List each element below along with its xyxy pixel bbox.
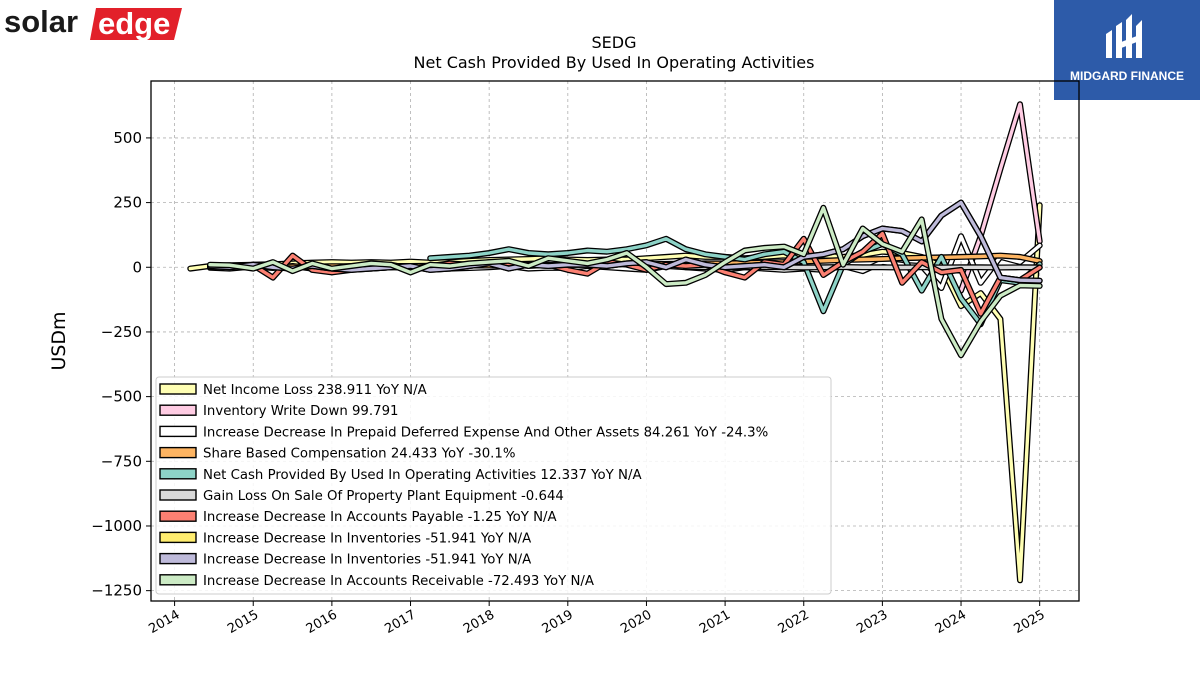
legend-label: Increase Decrease In Inventories -51.941… xyxy=(203,553,531,568)
midgard-logo-mark-icon xyxy=(1106,14,1142,58)
legend-swatch xyxy=(159,531,197,544)
x-tick-label: 2017 xyxy=(382,607,418,637)
legend: Net Income Loss 238.911 YoY N/A Inventory… xyxy=(155,376,832,595)
legend-swatch xyxy=(159,468,197,480)
x-tick-label: 2015 xyxy=(225,607,261,637)
legend-label: Gain Loss On Sale Of Property Plant Equi… xyxy=(203,489,564,504)
y-tick-label: −750 xyxy=(101,452,142,470)
legend-swatch xyxy=(159,510,197,522)
x-tick-label: 2018 xyxy=(461,607,497,637)
x-tick-label: 2019 xyxy=(540,607,576,637)
legend-label: Increase Decrease In Prepaid Deferred Ex… xyxy=(203,425,768,440)
legend-label: Net Cash Provided By Used In Operating A… xyxy=(203,468,642,483)
plot-frame xyxy=(150,80,1080,602)
legend-label: Increase Decrease In Accounts Payable -1… xyxy=(203,510,557,525)
midgard-finance-logo: MIDGARD FINANCE xyxy=(1054,0,1200,100)
legend-swatch xyxy=(159,404,197,416)
legend-box xyxy=(155,376,832,595)
y-tick-label: −250 xyxy=(101,323,142,341)
y-tick-label: 250 xyxy=(113,194,142,212)
x-tick-label: 2025 xyxy=(1012,607,1048,637)
solaredge-logo: solar edge xyxy=(4,4,182,41)
y-axis-label: USDm xyxy=(48,311,70,370)
legend-label: Net Income Loss 238.911 YoY N/A xyxy=(203,383,427,398)
x-tick-label: 2021 xyxy=(697,607,733,637)
x-tick-label: 2014 xyxy=(146,607,182,637)
x-tick-label: 2024 xyxy=(933,607,969,637)
series-8-line xyxy=(208,200,1042,283)
solaredge-logo-solar-text: solar xyxy=(4,4,78,39)
y-tick-label: 500 xyxy=(113,129,142,147)
y-tick-label: −500 xyxy=(101,388,142,406)
x-tick-label: 2016 xyxy=(304,607,340,637)
chart-title: SEDG xyxy=(592,33,637,52)
x-tick-label: 2022 xyxy=(776,607,812,637)
legend-swatch xyxy=(159,383,197,395)
legend-label: Inventory Write Down 99.791 xyxy=(203,404,399,419)
legend-label: Increase Decrease In Accounts Receivable… xyxy=(203,574,594,589)
x-tick-label: 2020 xyxy=(618,607,654,637)
x-tick-label: 2023 xyxy=(854,607,890,637)
solaredge-logo-edge-text: edge xyxy=(98,6,170,41)
y-tick-label: 0 xyxy=(132,258,142,276)
legend-label: Share Based Compensation 24.433 YoY -30.… xyxy=(203,447,515,462)
legend-swatch xyxy=(159,446,197,459)
y-tick-label: −1250 xyxy=(91,582,142,600)
midgard-logo-text: MIDGARD FINANCE xyxy=(1070,69,1184,83)
legend-swatch xyxy=(159,489,197,501)
series-9-line xyxy=(208,206,1042,357)
chart-subtitle: Net Cash Provided By Used In Operating A… xyxy=(414,53,815,72)
legend-swatch xyxy=(159,425,197,438)
legend-label: Increase Decrease In Inventories -51.941… xyxy=(203,531,531,546)
series-lines xyxy=(187,101,1043,584)
legend-swatch xyxy=(159,574,197,586)
solaredge-logo-red-block xyxy=(90,8,182,40)
legend-swatch xyxy=(159,552,197,565)
y-tick-label: −1000 xyxy=(91,517,142,535)
